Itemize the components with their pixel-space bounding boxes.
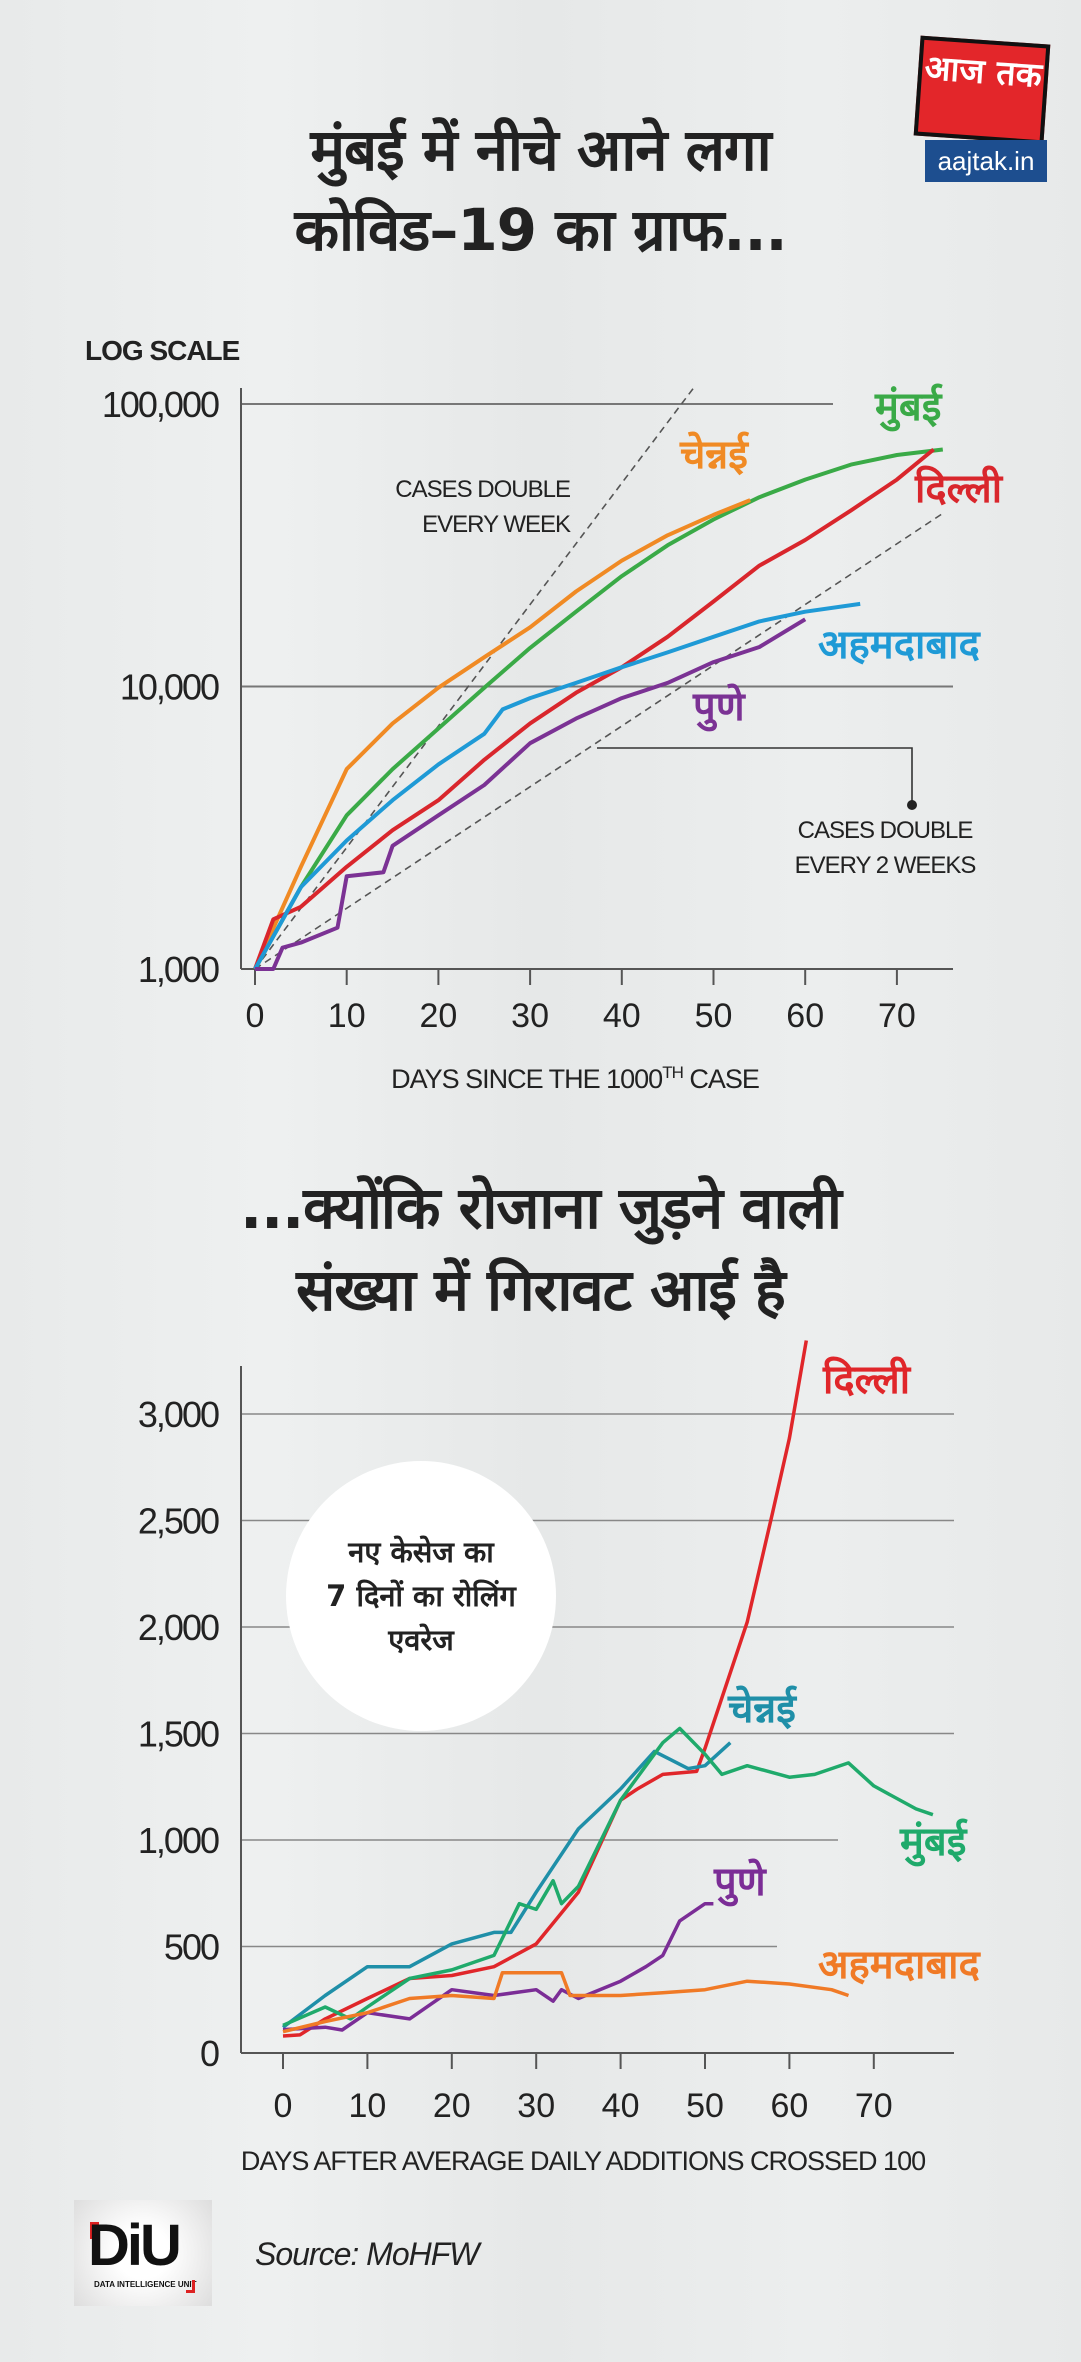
x-tick-label: 30: [511, 997, 549, 1035]
series-line: [282, 1901, 714, 2032]
x-tick-label: 0: [274, 2087, 293, 2125]
x-tick-label: 0: [246, 997, 265, 1035]
y-tick-label: 500: [164, 1927, 219, 1968]
x-tick-label: 50: [695, 997, 733, 1035]
bracket-decoration: [90, 2222, 99, 2239]
series-line: [253, 447, 935, 970]
y-tick-label: 2,500: [138, 1501, 219, 1542]
rolling-average-note: नए केसेज का 7 दिनों का रोलिंग एवरेज: [286, 1461, 556, 1731]
annotation-leader-line: [597, 747, 913, 805]
series-label: चेन्नई: [727, 1685, 798, 1732]
series-line: [281, 1741, 732, 2029]
x-tick-label: 60: [786, 997, 824, 1035]
main-title-line1: मुंबई में नीचे आने लगा: [310, 116, 771, 184]
annotation-double-2weeks: CASES DOUBLE: [798, 817, 973, 844]
x-tick-label: 70: [855, 2087, 893, 2125]
y-tick-label: 10,000: [120, 667, 219, 708]
y-tick-label: 100,000: [102, 384, 219, 425]
series-label: मुंबई: [874, 383, 943, 432]
x-axis-label-suffix: CASE: [683, 1064, 759, 1094]
x-axis-label: DAYS SINCE THE 1000TH CASE: [391, 1063, 759, 1094]
x-tick-label: 50: [686, 2087, 724, 2125]
series-line: [255, 617, 807, 971]
note-line: 7 दिनों का रोलिंग: [326, 1579, 516, 1613]
x-tick-label: 40: [602, 2087, 640, 2125]
series-line: [253, 601, 861, 970]
note-line: नए केसेज का: [348, 1535, 494, 1569]
series-label: अहमदाबाद: [818, 622, 982, 668]
diu-logo: DiU DATA INTELLIGENCE UNIT: [74, 2200, 212, 2306]
series-label: पुणे: [713, 1858, 768, 1907]
series-label: दिल्ली: [822, 1356, 912, 1403]
series-line: [282, 1726, 934, 2027]
doubling-reference-line: [254, 512, 944, 970]
series-label: पुणे: [692, 683, 747, 732]
annotation-double-week: EVERY WEEK: [422, 511, 571, 538]
series-label: मुंबई: [899, 1818, 968, 1867]
main-title-line2: कोविड–19 का ग्राफ...: [294, 196, 787, 264]
y-tick-label: 3,000: [138, 1394, 219, 1435]
x-tick-label: 40: [603, 997, 641, 1035]
diu-logo-text: DiU: [88, 2213, 182, 2278]
scale-label: LOG SCALE: [85, 335, 240, 366]
series-line: [282, 1970, 850, 2034]
x-tick-label: 10: [348, 2087, 386, 2125]
series-line: [253, 498, 751, 970]
x-axis-label-sup: TH: [662, 1063, 683, 1082]
annotation-double-week: CASES DOUBLE: [395, 476, 570, 503]
x-axis-label: DAYS AFTER AVERAGE DAILY ADDITIONS CROSS…: [241, 2146, 925, 2176]
series-line: [253, 447, 944, 970]
x-tick-label: 20: [433, 2087, 471, 2125]
y-tick-label: 0: [200, 2033, 219, 2074]
annotation-dot: [907, 800, 917, 810]
x-tick-label: 20: [419, 997, 457, 1035]
source-note: Source: MoHFW: [255, 2236, 479, 2272]
y-tick-label: 1,500: [138, 1714, 219, 1755]
y-tick-label: 1,000: [138, 1820, 219, 1861]
note-line: एवरेज: [388, 1623, 454, 1657]
x-axis-label-text: DAYS SINCE THE 1000: [391, 1064, 662, 1094]
x-tick-label: 60: [770, 2087, 808, 2125]
y-tick-label: 2,000: [138, 1607, 219, 1648]
y-tick-label: 1,000: [138, 949, 219, 990]
section2-title-line1: ...क्योंकि रोजाना जुड़ने वाली: [240, 1174, 842, 1242]
logo-url: aajtak.in: [925, 140, 1047, 182]
aajtak-logo: आज तक aajtak.in: [913, 35, 1052, 185]
x-tick-label: 30: [517, 2087, 555, 2125]
section2-title-line2: संख्या में गिरावट आई है: [296, 1256, 786, 1324]
doubling-reference-line: [254, 387, 694, 970]
diu-logo-subtext: DATA INTELLIGENCE UNIT: [94, 2280, 197, 2289]
annotation-double-2weeks: EVERY 2 WEEKS: [795, 852, 976, 879]
series-label: अहमदाबाद: [818, 1942, 982, 1988]
bracket-decoration: [186, 2280, 195, 2293]
series-label: चेन्नई: [679, 431, 750, 478]
x-tick-label: 10: [328, 997, 366, 1035]
series-label: दिल्ली: [914, 465, 1004, 512]
x-tick-label: 70: [878, 997, 916, 1035]
